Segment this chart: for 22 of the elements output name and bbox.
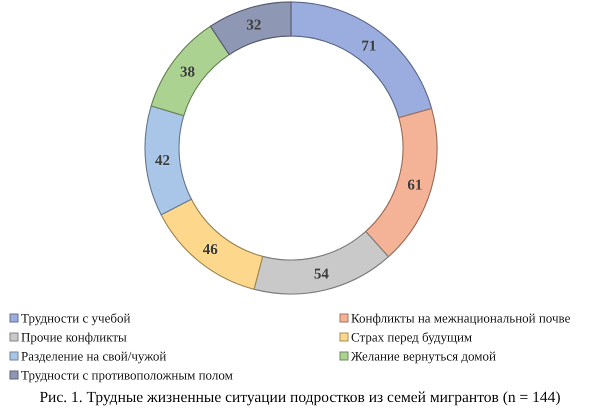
legend-label: Разделение на свой/чужой (21, 348, 166, 364)
data-label: 54 (314, 266, 330, 283)
legend-label: Трудности с учебой (21, 310, 130, 326)
legend-label: Конфликты на межнациональной почве (351, 310, 571, 326)
data-label: 46 (202, 242, 218, 258)
donut-slice (150, 26, 230, 116)
donut-slice (160, 198, 264, 290)
data-label: 71 (361, 38, 376, 54)
data-label: 32 (246, 18, 262, 34)
data-label: 42 (155, 153, 170, 170)
donut-slice (253, 230, 390, 295)
donut-slice (365, 108, 438, 258)
legend-label: Прочие конфликты (21, 330, 128, 345)
donut-slice (210, 1, 292, 56)
legend-label: Трудности с противоположным полом (21, 368, 233, 383)
donut-slice (144, 105, 192, 216)
text: Рис. 1. Трудные жизненные ситуации подростков из семей мигрантов (n = 144) (39, 389, 561, 406)
donut-slice (290, 1, 432, 118)
legend-label: Желание вернуться домой (351, 348, 496, 364)
data-label: 61 (407, 177, 422, 194)
legend-label: Страх перед будущим (351, 330, 472, 345)
data-label: 38 (180, 64, 195, 80)
